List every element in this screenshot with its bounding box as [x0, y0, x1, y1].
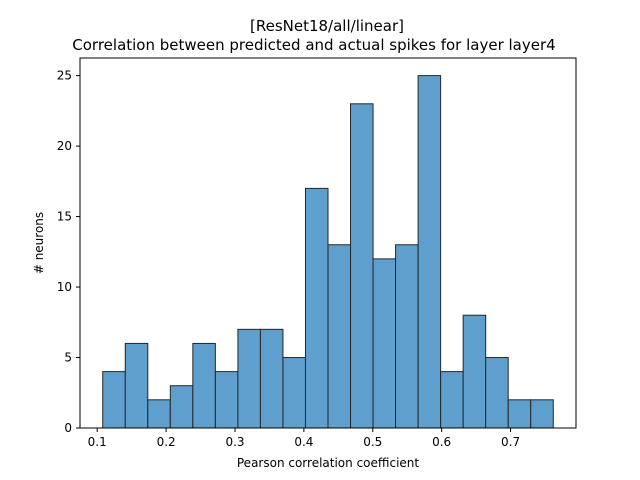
- plot-frame: [79, 57, 577, 429]
- x-tick-label: 0.3: [225, 435, 244, 449]
- x-tick-label: 0.7: [501, 435, 520, 449]
- histogram-bar: [102, 371, 126, 429]
- histogram-bar: [395, 244, 419, 429]
- histogram-bar: [350, 103, 374, 429]
- histogram-bar: [327, 244, 352, 429]
- histogram-bar: [372, 258, 397, 429]
- x-tick-label: 0.1: [88, 435, 107, 449]
- histogram-bar: [237, 328, 261, 429]
- x-tick-label: 0.4: [294, 435, 313, 449]
- x-axis-ticks: 0.1 0.2 0.3 0.4 0.5 0.6 0.7: [88, 428, 520, 449]
- histogram-bar: [169, 385, 194, 429]
- y-tick-label: 10: [57, 280, 72, 294]
- y-tick-label: 20: [57, 139, 72, 153]
- bars-group: [102, 75, 554, 429]
- x-tick-label: 0.5: [363, 435, 382, 449]
- y-tick-label: 5: [64, 351, 72, 365]
- histogram-bar: [440, 371, 464, 429]
- histogram-bar: [124, 342, 149, 429]
- histogram-bar: [417, 75, 442, 429]
- y-axis-ticks: 0 5 10 15 20 25: [57, 69, 80, 435]
- histogram-bar: [530, 399, 554, 429]
- histogram-bar: [304, 187, 329, 429]
- histogram-bar: [259, 328, 284, 429]
- x-tick-label: 0.2: [157, 435, 176, 449]
- y-axis-label: # neurons: [32, 212, 46, 274]
- histogram-bar: [485, 357, 509, 429]
- histogram-bar: [147, 399, 171, 429]
- histogram-bar: [192, 342, 216, 429]
- y-tick-label: 25: [57, 69, 72, 83]
- chart-title-line1: [ResNet18/all/linear]: [250, 17, 404, 35]
- y-tick-label: 15: [57, 210, 72, 224]
- y-tick-label: 0: [64, 421, 72, 435]
- histogram-bar: [282, 357, 306, 429]
- chart-title-line2: Correlation between predicted and actual…: [72, 36, 555, 54]
- x-tick-label: 0.6: [432, 435, 451, 449]
- histogram-bar: [214, 371, 239, 429]
- x-axis-label: Pearson correlation coefficient: [237, 456, 420, 470]
- histogram-bar: [507, 399, 532, 429]
- histogram-bar: [462, 314, 487, 429]
